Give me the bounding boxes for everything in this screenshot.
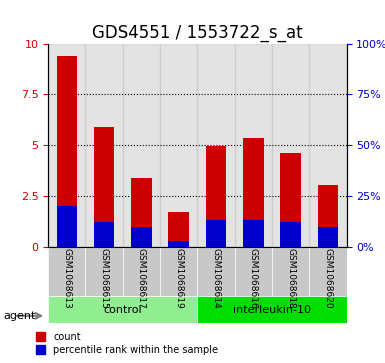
Bar [123, 44, 160, 247]
Bar [206, 146, 226, 247]
Bar [318, 227, 338, 247]
FancyBboxPatch shape [197, 247, 234, 296]
Text: interleukin-10: interleukin-10 [233, 305, 311, 315]
Bar [131, 178, 152, 247]
Bar [280, 153, 301, 247]
FancyBboxPatch shape [123, 247, 160, 296]
FancyBboxPatch shape [85, 247, 123, 296]
Bar [168, 212, 189, 247]
Bar [85, 44, 123, 247]
Bar [94, 127, 114, 247]
Bar [309, 44, 346, 247]
Bar [272, 44, 309, 247]
FancyBboxPatch shape [160, 247, 197, 296]
FancyBboxPatch shape [234, 247, 272, 296]
FancyBboxPatch shape [48, 247, 85, 296]
FancyBboxPatch shape [272, 247, 309, 296]
Bar [243, 220, 263, 247]
Text: GSM1068614: GSM1068614 [211, 248, 221, 309]
Bar [234, 44, 272, 247]
Text: GSM1068619: GSM1068619 [174, 248, 183, 309]
FancyBboxPatch shape [197, 296, 346, 323]
Bar [57, 56, 77, 247]
FancyBboxPatch shape [48, 296, 197, 323]
FancyBboxPatch shape [309, 247, 346, 296]
Bar [57, 206, 77, 247]
Bar [197, 44, 234, 247]
Text: control: control [104, 305, 142, 315]
Bar [168, 241, 189, 247]
Text: agent: agent [4, 311, 36, 321]
Text: GSM1068618: GSM1068618 [286, 248, 295, 309]
Text: GSM1068616: GSM1068616 [249, 248, 258, 309]
Bar [48, 44, 85, 247]
Bar [160, 44, 197, 247]
Bar [206, 220, 226, 247]
Bar [243, 138, 263, 247]
Bar [318, 185, 338, 247]
Text: GSM1068617: GSM1068617 [137, 248, 146, 309]
Title: GDS4551 / 1553722_s_at: GDS4551 / 1553722_s_at [92, 24, 303, 42]
Text: GSM1068613: GSM1068613 [62, 248, 71, 309]
Legend: count, percentile rank within the sample: count, percentile rank within the sample [36, 331, 218, 355]
Text: GSM1068615: GSM1068615 [100, 248, 109, 309]
Bar [131, 227, 152, 247]
Bar [280, 223, 301, 247]
Text: GSM1068620: GSM1068620 [323, 248, 332, 309]
Bar [94, 223, 114, 247]
